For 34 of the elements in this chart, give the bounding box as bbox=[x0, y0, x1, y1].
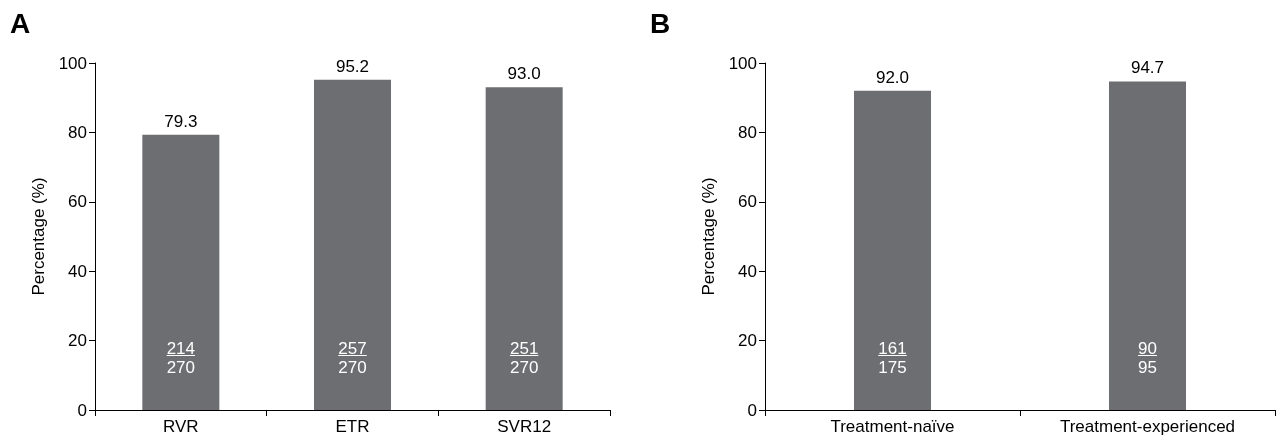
annotation: 214 270 bbox=[166, 339, 196, 377]
chart-title: A bbox=[10, 8, 31, 40]
bar bbox=[314, 79, 391, 410]
x-tick-label: ETR bbox=[335, 417, 370, 436]
chart-title: B bbox=[650, 8, 671, 40]
y-tick-label: 60 bbox=[68, 192, 87, 212]
annotation: 90 95 bbox=[1138, 339, 1157, 377]
annotation: 257 270 bbox=[338, 339, 367, 377]
y-axis-title: Percentage (%) bbox=[29, 177, 48, 296]
y-tick-label: 0 bbox=[77, 400, 87, 420]
x-tick-label: SVR12 bbox=[497, 417, 552, 436]
data-label: 93.0 bbox=[507, 64, 541, 84]
y-tick-label: 20 bbox=[738, 331, 757, 351]
y-axis-title: Percentage (%) bbox=[699, 177, 718, 296]
annotation: 251 270 bbox=[509, 339, 539, 377]
x-tick-label: RVR bbox=[163, 417, 199, 436]
y-tick-label: 0 bbox=[747, 400, 757, 420]
y-tick-label: 40 bbox=[68, 261, 87, 281]
bar bbox=[142, 134, 220, 410]
y-tick-label: 20 bbox=[68, 331, 87, 351]
y-tick-label: 80 bbox=[68, 122, 87, 142]
x-tick-label: Treatment-experienced bbox=[1059, 417, 1236, 436]
data-label: 94.7 bbox=[1130, 58, 1165, 78]
y-tick-label: 60 bbox=[738, 192, 757, 212]
y-tick-label: 100 bbox=[58, 53, 87, 73]
y-tick-label: 40 bbox=[738, 261, 757, 281]
annotation: 161 175 bbox=[878, 339, 907, 377]
y-tick-label: 80 bbox=[738, 122, 757, 142]
data-label: 95.2 bbox=[335, 56, 370, 76]
data-label: 79.3 bbox=[164, 111, 198, 131]
data-label: 92.0 bbox=[875, 67, 910, 87]
y-tick-label: 100 bbox=[728, 53, 757, 73]
x-tick-label: Treatment-naïve bbox=[830, 417, 955, 436]
bar bbox=[485, 87, 563, 410]
